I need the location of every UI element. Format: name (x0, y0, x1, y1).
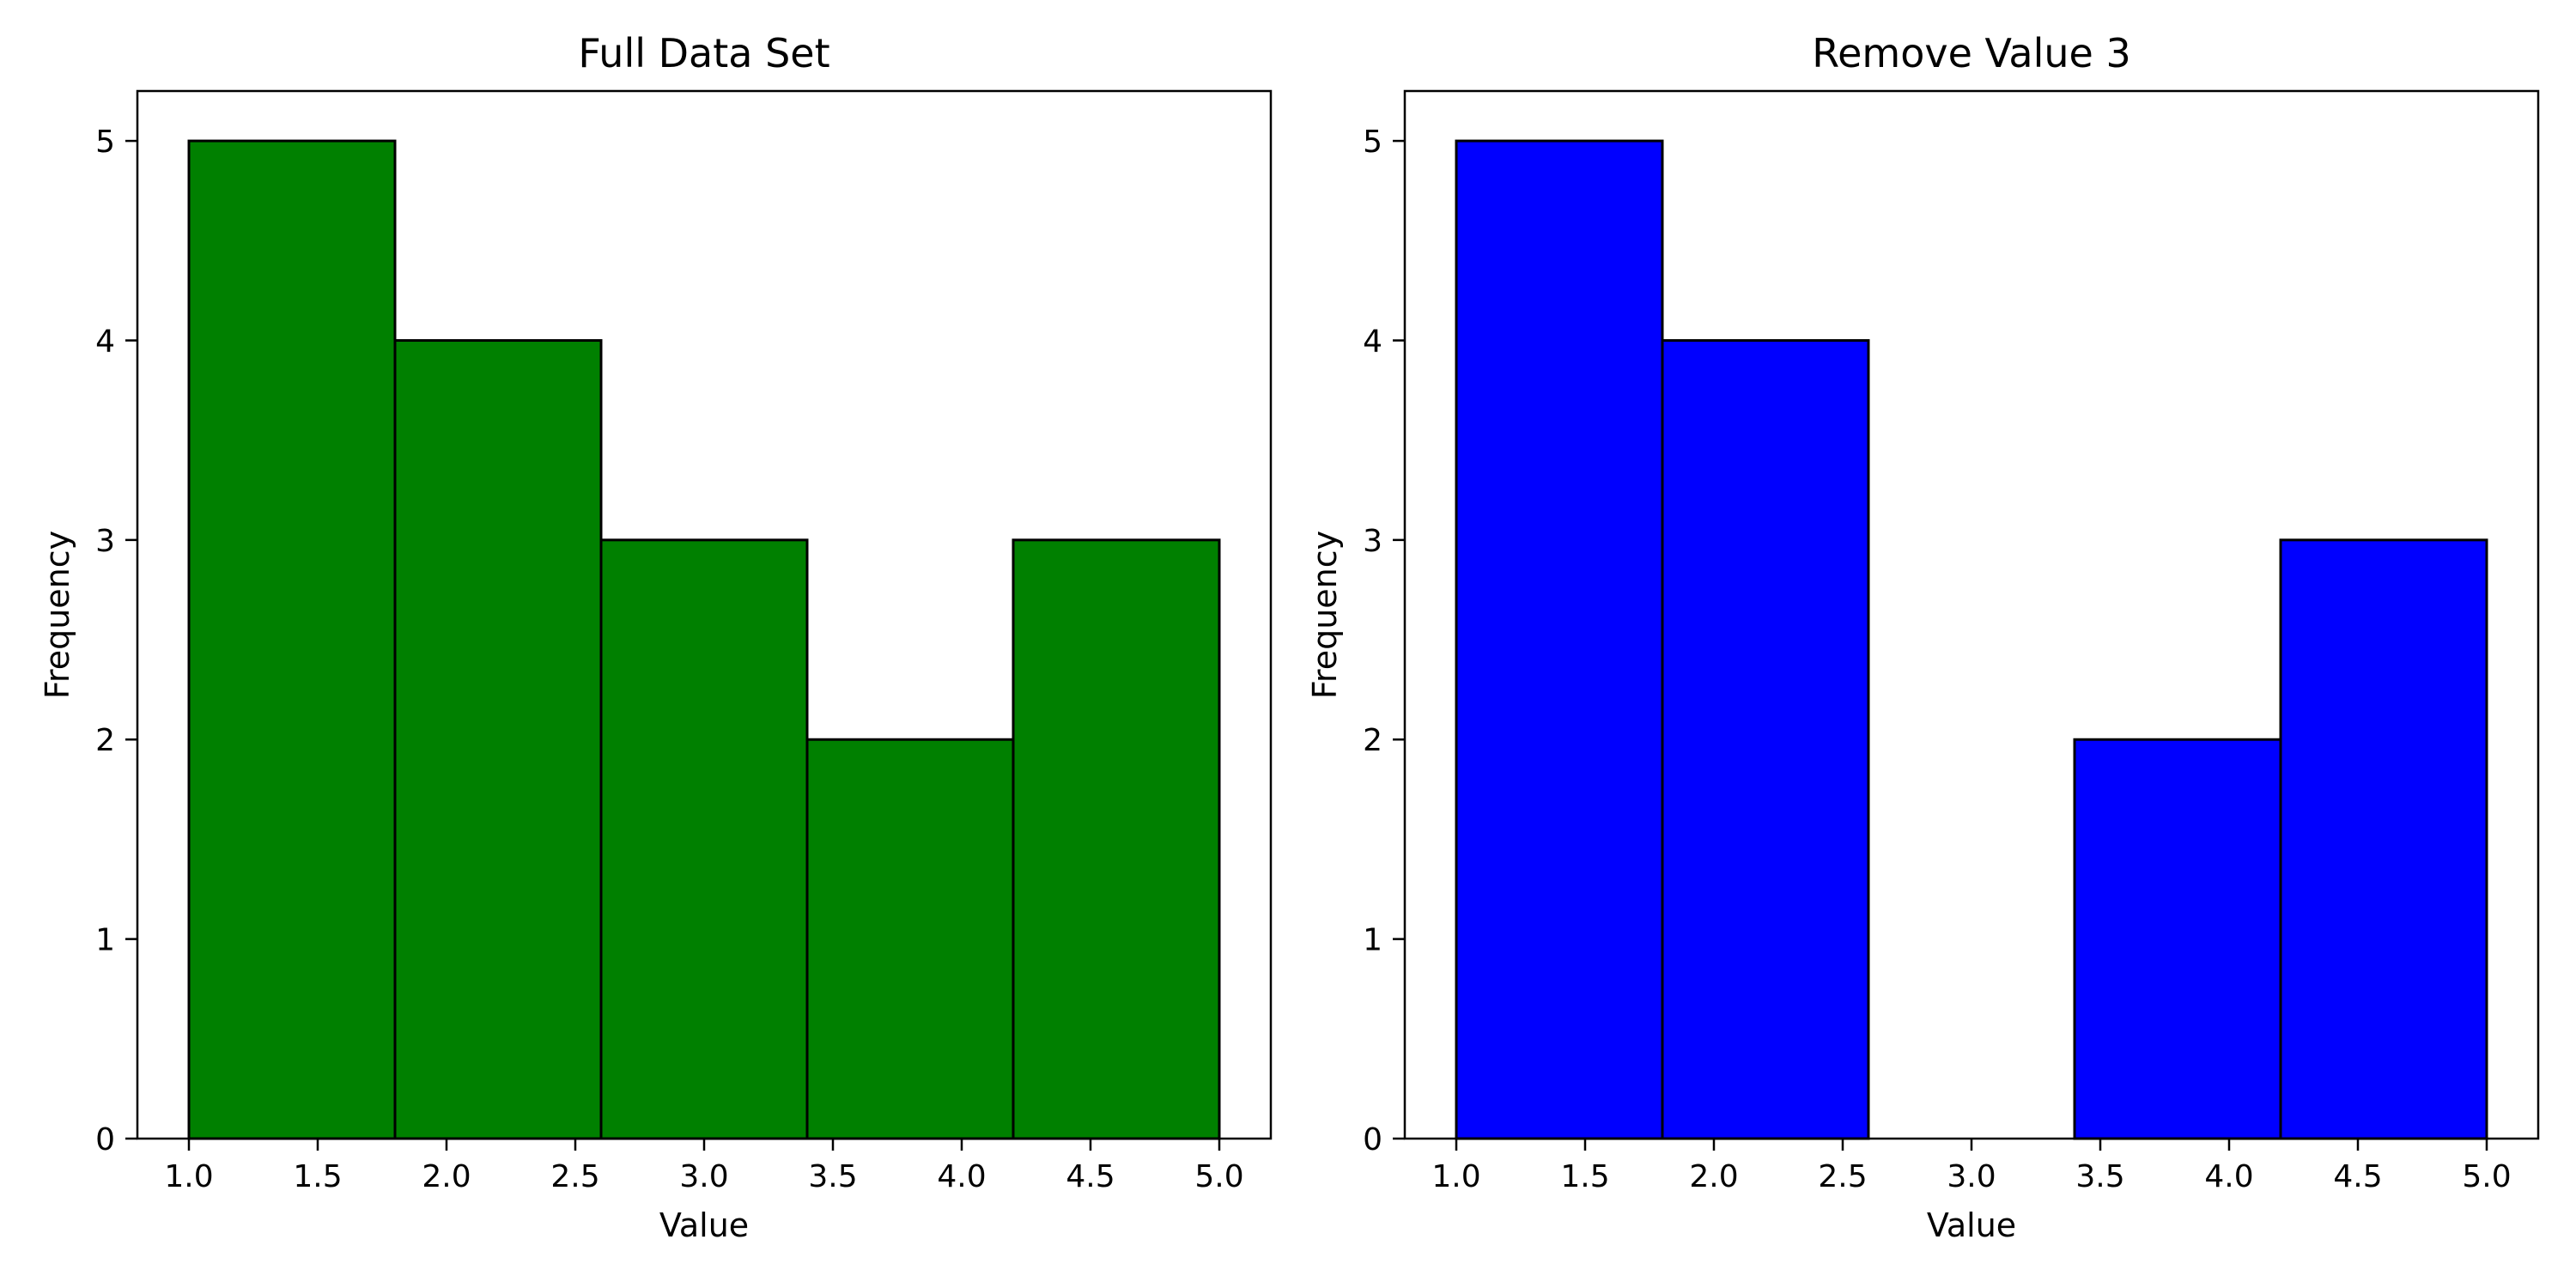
y-tick-label: 2 (1363, 723, 1382, 758)
x-tick-label: 1.0 (164, 1159, 213, 1194)
x-axis-label: Value (659, 1206, 749, 1244)
x-tick-label: 4.5 (1066, 1159, 1115, 1194)
chart-title: Remove Value 3 (1812, 30, 2131, 76)
x-tick-label: 5.0 (1194, 1159, 1243, 1194)
y-tick-label: 5 (95, 125, 115, 160)
y-tick-label: 2 (95, 723, 115, 758)
histogram-bar (1661, 338, 1870, 1140)
x-tick-label: 4.0 (937, 1159, 986, 1194)
histogram-bar (187, 139, 397, 1140)
x-tick-label: 1.5 (293, 1159, 342, 1194)
chart-remove-value-3: Remove Value 3 1.0 1.5 2.0 2.5 3.0 3.5 4.0 4.5 5… (1306, 30, 2540, 1244)
x-tick-label: 3.5 (808, 1159, 857, 1194)
chart-title: Full Data Set (578, 30, 829, 76)
x-axis-label: Value (1927, 1206, 2016, 1244)
x-tick-label: 3.0 (1947, 1159, 1996, 1194)
ticks: 1.0 1.5 2.0 2.5 3.0 3.5 4.0 4.5 5.0 0 1 2 3 4 5 (95, 125, 1244, 1194)
y-tick-label: 1 (1363, 923, 1382, 958)
histogram-bar (1012, 538, 1221, 1140)
x-tick-label: 2.0 (1689, 1159, 1738, 1194)
y-tick-label: 3 (1363, 524, 1382, 559)
y-tick-label: 4 (95, 324, 115, 359)
bars (1455, 139, 2488, 1140)
y-tick-label: 4 (1363, 324, 1382, 359)
histogram-bar (2279, 538, 2488, 1140)
histogram-bar (393, 338, 603, 1140)
bars (187, 139, 1221, 1140)
x-tick-label: 4.5 (2333, 1159, 2382, 1194)
y-tick-label: 5 (1363, 125, 1382, 160)
y-tick-label: 0 (95, 1122, 115, 1157)
x-tick-label: 3.0 (679, 1159, 728, 1194)
chart-full-data-set: Full Data Set 1.0 1.5 2.0 2.5 3.0 3.5 4.0 4.5 5.… (39, 30, 1273, 1244)
x-tick-label: 1.5 (1560, 1159, 1609, 1194)
x-tick-label: 3.5 (2075, 1159, 2124, 1194)
x-tick-label: 4.0 (2204, 1159, 2253, 1194)
plot-frame (1403, 89, 2540, 1140)
x-tick-label: 2.5 (1818, 1159, 1867, 1194)
x-tick-label: 2.5 (550, 1159, 599, 1194)
x-tick-label: 1.0 (1431, 1159, 1480, 1194)
y-tick-label: 0 (1363, 1122, 1382, 1157)
y-axis-label: Frequency (1306, 531, 1344, 699)
plot-frame (136, 89, 1273, 1140)
histogram-bar (599, 538, 809, 1140)
histogram-bar (2073, 738, 2282, 1140)
y-tick-label: 1 (95, 923, 115, 958)
y-axis-label: Frequency (39, 531, 76, 699)
histogram-bar (1455, 139, 1664, 1140)
y-tick-label: 3 (95, 524, 115, 559)
x-tick-label: 2.0 (422, 1159, 471, 1194)
x-tick-label: 5.0 (2462, 1159, 2511, 1194)
histogram-bar (805, 738, 1015, 1140)
ticks: 1.0 1.5 2.0 2.5 3.0 3.5 4.0 4.5 5.0 0 1 2 3 4 5 (1363, 125, 2512, 1194)
